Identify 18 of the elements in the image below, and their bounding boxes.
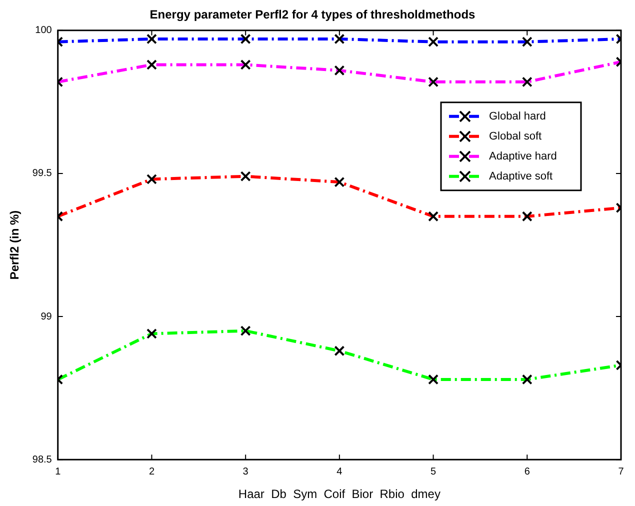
x-tick-label: 5	[430, 466, 437, 478]
chart-title: Energy parameter Perfl2 for 4 types of thresholdmethods	[150, 8, 476, 22]
legend-label: Adaptive hard	[489, 150, 557, 162]
y-tick-label: 100	[35, 25, 52, 36]
x-axis-title: Haar Db Sym Coif Bior Rbio dmey	[238, 487, 440, 502]
x-tick-label: 2	[148, 466, 155, 478]
x-tick-label: 3	[242, 466, 249, 478]
x-tick-label: 1	[55, 466, 62, 478]
x-tick-label: 6	[524, 466, 530, 478]
y-axis-title: Perfl2 (in %)	[8, 210, 22, 280]
y-tick-label: 98.5	[32, 454, 52, 466]
legend-label: Global soft	[489, 130, 542, 142]
x-tick-label: 7	[618, 466, 624, 478]
legend-label: Global hard	[489, 110, 546, 122]
x-tick-label: 4	[336, 466, 343, 478]
y-tick-label: 99.5	[32, 168, 52, 180]
y-tick-label: 99	[40, 311, 52, 322]
legend-label: Adaptive soft	[489, 170, 553, 182]
